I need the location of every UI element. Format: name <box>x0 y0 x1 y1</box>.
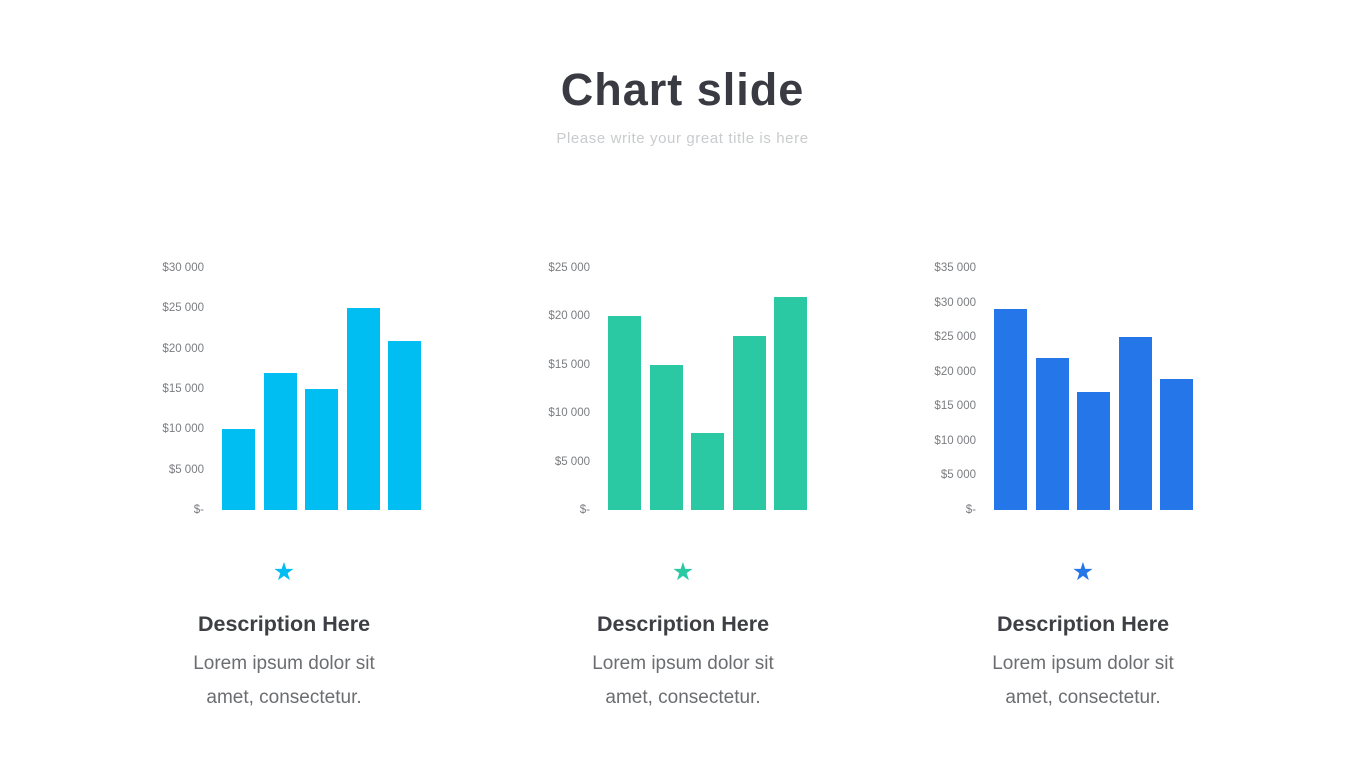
bar <box>1160 379 1193 510</box>
bar <box>732 336 766 510</box>
bar <box>263 373 297 510</box>
bar <box>608 316 641 510</box>
star-icon: ★ <box>671 558 695 586</box>
y-tick-label: $25 000 <box>934 331 976 344</box>
y-tick-label: $20 000 <box>934 365 976 378</box>
y-tick-label: $25 000 <box>548 262 590 274</box>
description-body: Lorem ipsum dolor sit amet, consectetur. <box>592 653 774 708</box>
y-tick-label: $20 000 <box>162 342 204 355</box>
star-icon: ★ <box>1071 558 1095 586</box>
bars <box>608 268 807 510</box>
bar <box>649 365 683 510</box>
bar <box>994 309 1027 510</box>
description-heading: Description Here <box>596 612 770 636</box>
page-title: Chart slide <box>560 64 805 115</box>
description-block-left: ★ Description Here Lorem ipsum dolor sit… <box>134 560 434 715</box>
y-axis: $30 000 $25 000 $20 000 $15 000 $10 000 $5 00… <box>140 262 204 516</box>
y-tick-label: $- <box>579 504 590 516</box>
bar <box>774 297 807 510</box>
bar <box>305 389 338 510</box>
y-tick-label: $15 000 <box>934 400 976 413</box>
bar-chart-left: $30 000 $25 000 $20 000 $15 000 $10 000 $5 00… <box>140 262 432 516</box>
description-heading: Description Here <box>996 612 1170 636</box>
y-tick-label: $10 000 <box>548 407 590 420</box>
y-axis: $35 000 $30 000 $25 000 $20 000 $15 000 $10 0… <box>912 262 976 516</box>
y-tick-label: $10 000 <box>162 423 204 436</box>
description-block-right: ★ Description Here Lorem ipsum dolor sit… <box>933 560 1233 715</box>
y-tick-label: $10 000 <box>934 434 976 447</box>
y-tick-label: $- <box>193 504 204 516</box>
bar <box>388 341 421 510</box>
y-axis: $25 000 $20 000 $15 000 $10 000 $5 000 $- <box>526 262 590 516</box>
bar <box>691 433 724 510</box>
description-body: Lorem ipsum dolor sit amet, consectetur. <box>992 653 1174 708</box>
page-subtitle: Please write your great title is here <box>556 130 809 147</box>
bar <box>1035 358 1069 510</box>
y-tick-label: $5 000 <box>940 469 976 482</box>
bar-chart-center: $25 000 $20 000 $15 000 $10 000 $5 000 $- <box>526 262 818 516</box>
y-tick-label: $- <box>965 504 976 516</box>
y-tick-label: $15 000 <box>162 383 204 395</box>
y-tick-label: $30 000 <box>162 262 204 274</box>
y-tick-label: $30 000 <box>934 296 976 309</box>
y-tick-label: $20 000 <box>548 310 590 323</box>
y-tick-label: $5 000 <box>168 463 204 476</box>
y-tick-label: $15 000 <box>548 358 590 371</box>
y-tick-label: $35 000 <box>934 262 976 274</box>
bar-chart-right: $35 000 $30 000 $25 000 $20 000 $15 000 $10 0… <box>912 262 1204 516</box>
bar <box>1118 337 1152 510</box>
slide-header: Chart slide Please write your great titl… <box>0 64 1365 147</box>
description-block-center: ★ Description Here Lorem ipsum dolor sit… <box>533 560 833 715</box>
y-tick-label: $5 000 <box>554 455 590 468</box>
description-heading: Description Here <box>197 612 371 636</box>
y-tick-label: $25 000 <box>162 302 204 315</box>
bar <box>222 429 255 510</box>
bar <box>346 308 380 510</box>
bar <box>1077 392 1110 510</box>
description-body: Lorem ipsum dolor sit amet, consectetur. <box>193 653 375 708</box>
bars <box>222 268 421 510</box>
bars <box>994 268 1193 510</box>
star-icon: ★ <box>272 558 296 586</box>
